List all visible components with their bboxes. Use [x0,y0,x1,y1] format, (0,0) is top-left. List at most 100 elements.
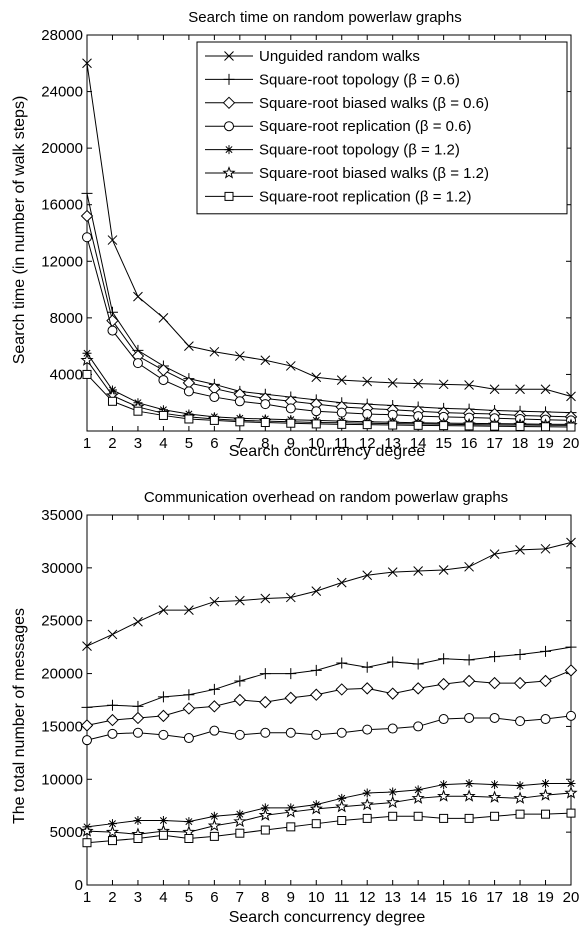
series-4-point [132,358,143,369]
series-7-point [337,816,347,826]
series-7-point [184,414,194,424]
series-1-point [82,641,92,651]
series-3-point [106,713,119,727]
series-2-point [361,661,373,673]
series-7-point [439,421,449,431]
series-4-point [132,727,143,738]
series-7-point [311,419,321,429]
series-4-point [107,325,118,336]
x-tick-label: 5 [185,889,193,906]
series-4-point [311,729,322,740]
series-7-point [464,421,474,431]
legend-label: Square-root replication (β = 1.2) [259,188,471,205]
series-2-point [106,699,118,711]
series-1-point [234,351,245,361]
series-1-point [82,58,92,69]
series-4-point [260,727,271,738]
chart1-ylabel: Search time (in number of walk steps) [11,96,28,365]
x-tick-label: 1 [83,435,91,452]
series-7-point [107,836,117,846]
series-7-point [260,825,270,835]
series-4-point [285,403,296,414]
series-4-point [260,399,271,410]
series-3-point [259,695,272,709]
series-4-point [183,386,194,397]
series-7-point [235,417,245,427]
series-2-point [438,653,450,665]
series-1-point [566,537,576,548]
series-3-point [233,693,247,707]
series-7-point [158,830,168,840]
x-tick-label: 6 [210,435,218,452]
series-1-point [515,384,525,395]
series-2-point [259,668,271,680]
x-tick-label: 16 [461,889,478,906]
series-2-point [412,658,424,670]
series-7-point [388,811,398,821]
series-5-point [260,803,270,813]
series-2-point [81,701,93,713]
series-1-point [540,384,551,395]
chart-communication-overhead: Communication overhead on random powerla… [11,489,579,926]
series-3-point [335,683,348,696]
x-tick-label: 16 [461,435,478,452]
series-1-point [540,543,551,554]
series-7-point [439,813,449,823]
series-4-point [285,727,296,738]
series-6-point [513,791,527,804]
series-7-point [209,831,219,841]
x-tick-label: 1 [83,889,91,906]
series-7-point [566,422,576,432]
legend-marker [222,166,236,179]
series-1-point [158,313,169,323]
series-7-point [286,822,296,832]
series-1-point [158,605,169,615]
series-4-point [209,392,220,403]
series-4-point [413,721,424,732]
series-7-point [133,833,143,843]
series-7-point [413,811,423,821]
legend-marker [223,73,235,85]
series-2-point [285,668,297,680]
x-tick-label: 4 [159,889,167,906]
series-6-point [386,795,400,809]
series-2-point [387,656,399,668]
x-tick-label: 3 [134,435,142,452]
series-3-point [437,677,450,691]
series-7-point [107,396,117,406]
series-4-point [387,723,398,734]
series-4-point [183,733,194,744]
x-tick-label: 17 [486,435,503,452]
series-4-point [489,712,500,723]
chart-search-time: Search time on random powerlaw graphs Se… [11,9,579,460]
series-4-point [336,407,347,418]
series-7-point [515,421,525,431]
chart2-ylabel: The total number of messages [11,608,28,824]
series-7-point [82,369,92,379]
series-1-point [362,376,373,387]
series-5-point [566,779,576,789]
y-tick-label: 10000 [41,771,83,788]
series-1-point [362,570,373,581]
series-1-point [387,378,398,388]
series-7-point [388,420,398,430]
series-1-point [387,567,398,577]
x-tick-label: 13 [384,889,401,906]
series-7-point [235,828,245,838]
series-3-point [80,209,94,223]
series-1-point [209,346,220,357]
series-5-point [413,785,423,795]
series-2-point [208,683,220,695]
x-tick-label: 14 [410,889,427,906]
y-tick-label: 30000 [41,560,83,577]
series-1-point [133,291,143,302]
y-tick-label: 20000 [41,666,83,683]
x-tick-label: 9 [287,435,295,452]
series-1-point [566,391,576,402]
series-3-point [462,674,476,688]
series-6-point [538,788,553,801]
series-6-point [105,825,120,838]
series-6-point [309,801,323,815]
series-7-point [286,418,296,428]
series-6-point [80,824,94,837]
